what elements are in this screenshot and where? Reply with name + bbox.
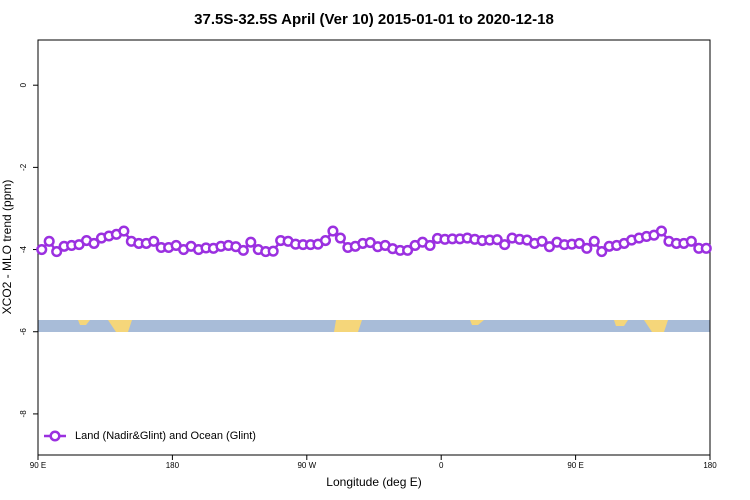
- y-tick-label: -4: [19, 245, 28, 253]
- land: [334, 320, 362, 332]
- ocean-band: [38, 320, 710, 332]
- y-tick-label: -2: [19, 163, 28, 171]
- land: [78, 320, 90, 325]
- x-tick-label: 180: [703, 461, 717, 470]
- legend-label: Land (Nadir&Glint) and Ocean (Glint): [75, 430, 256, 442]
- point: [267, 245, 279, 257]
- y-tick-label: -6: [19, 328, 28, 336]
- point: [491, 234, 503, 246]
- point: [536, 235, 548, 247]
- land: [470, 320, 484, 325]
- point: [581, 242, 593, 254]
- x-tick-label: 0: [439, 461, 444, 470]
- point: [237, 244, 249, 256]
- y-axis-label: XCO2 - MLO trend (ppm): [0, 180, 14, 315]
- x-tick-label: 90 E: [567, 461, 583, 470]
- point: [245, 236, 257, 248]
- point: [43, 235, 55, 247]
- point: [685, 235, 697, 247]
- x-tick-label: 90 W: [297, 461, 316, 470]
- point: [499, 239, 511, 251]
- point: [655, 225, 668, 237]
- point: [148, 235, 160, 247]
- x-tick-label: 180: [166, 461, 180, 470]
- x-tick-label: 90 E: [30, 461, 46, 470]
- land: [108, 320, 132, 332]
- point: [334, 232, 346, 244]
- land: [614, 320, 628, 326]
- point: [36, 244, 48, 256]
- legend-marker: [49, 430, 61, 442]
- point: [573, 237, 585, 249]
- chart-title: 37.5S-32.5S April (Ver 10) 2015-01-01 to…: [194, 11, 554, 28]
- y-tick-label: 0: [19, 82, 28, 87]
- point: [327, 225, 339, 237]
- point: [424, 239, 436, 251]
- point: [596, 246, 608, 258]
- point: [319, 234, 332, 247]
- point: [51, 246, 63, 258]
- point: [588, 235, 600, 247]
- point: [700, 242, 712, 254]
- x-axis-label: Longitude (deg E): [326, 475, 421, 489]
- point: [402, 244, 414, 256]
- map-strip: [38, 320, 710, 332]
- point: [88, 237, 100, 249]
- land: [644, 320, 668, 332]
- point: [118, 225, 130, 237]
- y-tick-label: -8: [19, 410, 28, 418]
